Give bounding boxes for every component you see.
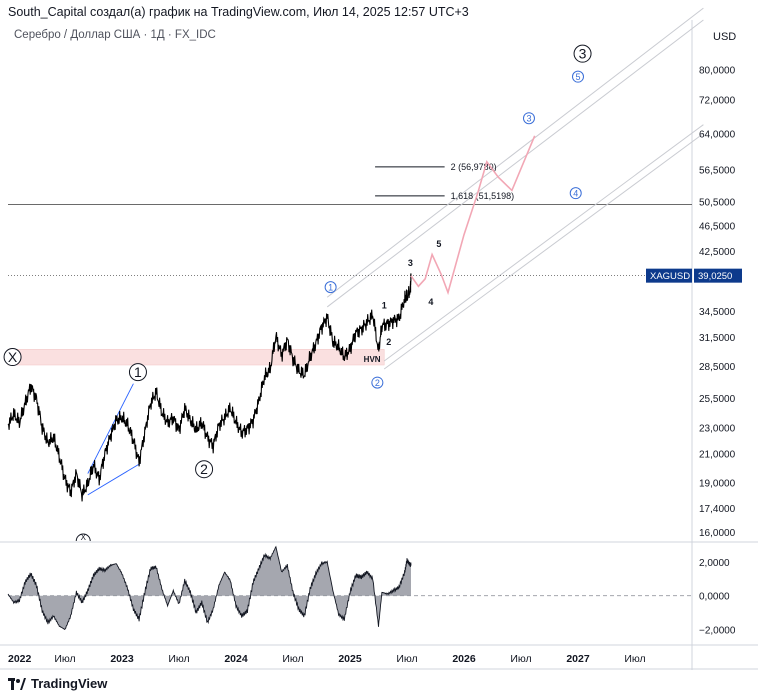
time-axis-tick: 2025 (338, 653, 362, 665)
projection-channel-line (326, 19, 704, 308)
wave-label-plain: 2 (386, 337, 391, 347)
projection-channel-line (383, 124, 704, 362)
price-axis-tick: 34,5000 (699, 307, 736, 318)
wave-label-circle (195, 460, 214, 479)
oscillator-line (7, 545, 412, 630)
price-axis-tick: 28,5000 (699, 362, 736, 373)
wave-label-text: 3 (579, 46, 587, 62)
time-axis-tick: 2022 (8, 653, 32, 665)
price-axis-currency: USD (713, 31, 736, 43)
wave-label-text: 1 (134, 364, 142, 380)
wave-label-text-blue: 3 (526, 114, 531, 124)
last-price-badge-value: 39,0250 (698, 271, 732, 282)
time-axis-tick: 2024 (224, 653, 248, 665)
fib-level-label: 2 (56,9780) (451, 162, 497, 172)
price-axis-tick: 23,0000 (699, 424, 736, 435)
price-axis-tick: 21,0000 (699, 450, 736, 461)
wave-label-text-blue: 2 (375, 378, 380, 388)
time-axis-tick: Июл (510, 653, 531, 665)
wave-label-circle-blue (569, 187, 582, 200)
tradingview-logo-icon (8, 677, 26, 690)
wave-label-circle-blue (324, 281, 337, 294)
time-axis-tick: Июл (168, 653, 189, 665)
time-axis-tick: 2023 (110, 653, 134, 665)
wave-label-circle (3, 348, 22, 367)
time-axis-tick: 2027 (566, 653, 590, 665)
wave-label-text: X (8, 349, 18, 365)
wave-label-plain: 3 (408, 258, 413, 268)
price-axis-tick: 80,0000 (699, 65, 736, 76)
wave-label-plain: 5 (436, 239, 441, 249)
wave-label-circle (573, 44, 592, 63)
wave-label-text-blue: 5 (575, 72, 580, 82)
oscillator-axis-tick: −2,0000 (699, 625, 736, 636)
wave-label-circle (128, 363, 147, 382)
time-axis-tick: Июл (54, 653, 75, 665)
price-axis-tick: 56,5000 (699, 165, 736, 176)
wave-label-circle-blue (572, 70, 584, 83)
price-axis-tick: 31,5000 (699, 333, 736, 344)
oscillator-axis-tick: 0,0000 (699, 592, 730, 603)
price-axis-tick: 25,5000 (699, 394, 736, 405)
price-axis-tick: 64,0000 (699, 130, 736, 141)
wave-label-circle-blue (522, 112, 535, 125)
trend-line (87, 463, 141, 496)
footer-brand: TradingView (31, 676, 108, 691)
projection-path (410, 135, 536, 296)
time-axis-tick: Июл (282, 653, 303, 665)
price-axis-tick: 50,5000 (699, 198, 736, 209)
price-axis-tick: 72,0000 (699, 96, 736, 107)
price-series-line (7, 273, 412, 502)
price-axis-tick: 46,5000 (699, 221, 736, 232)
last-price-badge (694, 268, 742, 283)
projection-channel-line (326, 7, 704, 298)
wave-label-plain: 1 (382, 300, 387, 310)
footer: TradingView (8, 676, 107, 691)
wave-label-plain: 4 (428, 297, 433, 307)
price-axis-tick: 16,0000 (699, 528, 736, 539)
time-axis-tick: Июл (624, 653, 645, 665)
hvn-zone (7, 349, 385, 366)
fib-level-label: 1,618 (51,5198) (451, 191, 515, 201)
price-axis-tick: 42,5000 (699, 247, 736, 258)
hvn-label: HVN (364, 355, 381, 364)
projection-channel-line (383, 133, 704, 370)
symbol-badge (646, 268, 692, 283)
symbol-badge-label: XAGUSD (650, 271, 690, 282)
price-axis-tick: 17,4000 (699, 504, 736, 515)
trend-line (87, 383, 134, 474)
wave-label-text: 2 (200, 461, 208, 477)
wave-label-text: X (81, 533, 87, 542)
wave-label-circle (75, 533, 91, 542)
wave-label-text-blue: 4 (573, 189, 578, 199)
symbol-info: Серебро / Доллар США · 1Д · FX_IDC (14, 29, 216, 41)
oscillator-axis-tick: 2,0000 (699, 558, 730, 569)
chart-header: South_Capital создал(а) график на Tradin… (8, 5, 469, 19)
wave-label-text-blue: 1 (328, 283, 333, 293)
wave-label-circle-blue (371, 376, 384, 389)
time-axis-tick: 2026 (452, 653, 476, 665)
price-axis-tick: 19,0000 (699, 478, 736, 489)
time-axis-tick: Июл (396, 653, 417, 665)
